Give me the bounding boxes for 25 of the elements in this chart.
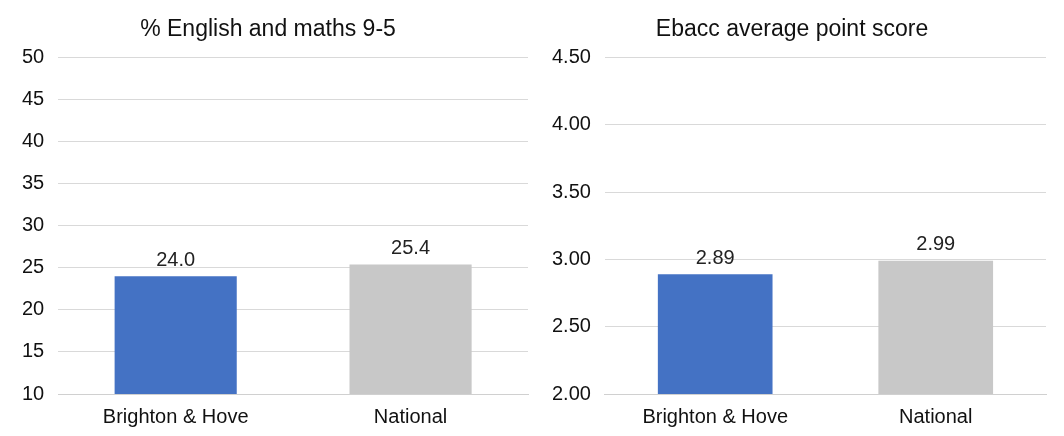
x-tick-label: Brighton & Hove	[642, 404, 789, 427]
y-tick-label: 2.00	[551, 381, 591, 404]
x-tick-label: Brighton & Hove	[102, 404, 249, 427]
y-tick-label: 50	[22, 45, 45, 68]
y-tick-label: 3.50	[551, 179, 591, 202]
data-label: 24.0	[156, 247, 196, 270]
y-tick-label: 40	[22, 129, 45, 152]
chart-title: Ebacc average point score	[655, 15, 929, 42]
y-tick-label: 45	[22, 87, 45, 110]
data-label: 2.99	[916, 232, 956, 255]
y-tick-label: 10	[22, 381, 45, 404]
x-tick-label: National	[899, 404, 973, 427]
x-tick-label: National	[373, 404, 448, 427]
y-tick-label: 25	[22, 255, 45, 278]
y-tick-label: 3.00	[551, 246, 591, 269]
chart-title: % English and maths 9-5	[140, 15, 396, 42]
y-tick-label: 4.00	[551, 112, 591, 135]
y-tick-label: 4.50	[551, 45, 591, 68]
data-label: 25.4	[391, 236, 431, 258]
y-tick-label: 35	[22, 171, 45, 194]
data-label: 2.89	[695, 245, 735, 268]
y-tick-label: 20	[22, 297, 45, 320]
y-tick-label: 15	[22, 339, 45, 362]
y-tick-label: 30	[22, 213, 45, 236]
y-tick-label: 2.50	[551, 314, 591, 337]
